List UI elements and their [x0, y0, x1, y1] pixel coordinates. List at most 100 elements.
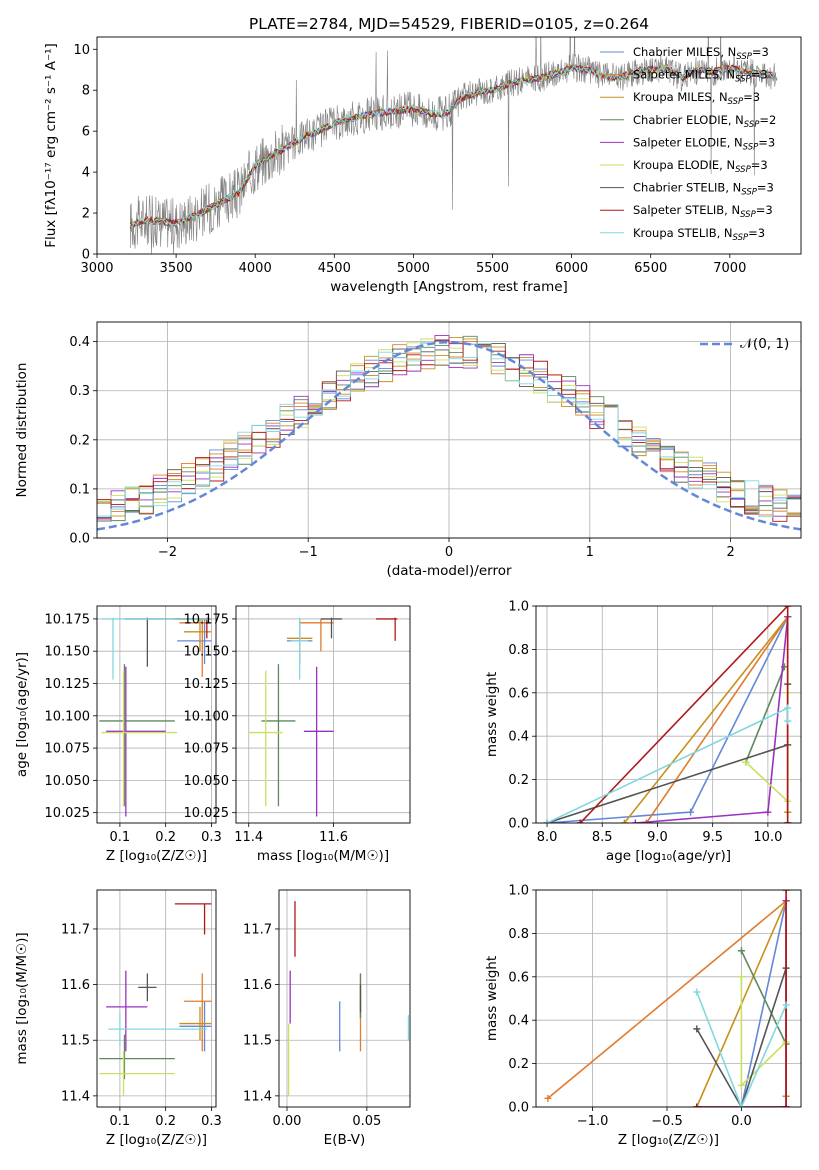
x-tick-label: 11.4 [234, 830, 263, 845]
y-tick-label: 0.0 [69, 532, 90, 547]
x-tick-label: 4500 [318, 261, 351, 276]
x-tick-label: −2 [158, 545, 177, 560]
y-tick-label: 10 [73, 43, 90, 58]
y-tick-label: 10.175 [45, 612, 91, 627]
legend-entry: Salpeter MILES, NSSP=3 [633, 68, 768, 85]
legend-entry: 𝒩(0, 1) [740, 336, 789, 352]
y-axis-label: Normed distribution [14, 363, 30, 498]
y-tick-label: 0.2 [508, 773, 529, 788]
x-tick-label: 0.00 [273, 1114, 302, 1129]
point-marker [693, 988, 701, 996]
y-tick-label: 11.6 [243, 978, 272, 993]
legend-entry: Salpeter ELODIE, NSSP=3 [633, 135, 775, 152]
y-tick-label: 11.4 [61, 1089, 90, 1104]
y-tick-label: 10.025 [45, 806, 91, 821]
y-tick-label: 0.6 [508, 970, 529, 985]
x-tick-label: 1 [586, 545, 594, 560]
x-tick-label: −1.0 [577, 1114, 609, 1129]
y-tick-label: 0.4 [69, 335, 90, 350]
errorbar-point [291, 617, 309, 680]
x-tick-label: 6000 [555, 261, 588, 276]
weight-line-chabrier-stelib [546, 684, 789, 823]
y-tick-label: 0.4 [508, 1014, 529, 1029]
x-tick-label: 5000 [397, 261, 430, 276]
plot-area [99, 617, 212, 817]
y-tick-label: 0.3 [69, 384, 90, 399]
y-tick-label: 0.4 [508, 730, 529, 745]
weight-line-chabrier-stelib [696, 967, 787, 1107]
plot-area [97, 335, 801, 531]
errorbar-point [303, 666, 334, 817]
panel-mass-vs-EBV: 0.00 0.05 11.4 11.5 11.6 11.7 E(B-V) [243, 889, 411, 1148]
panel-spectrum: 3000 3500 4000 4500 5000 5500 6000 6500 7000 0 2 4 6… [43, 36, 802, 295]
y-tick-label: 10.125 [45, 677, 91, 692]
errorbar-point [261, 664, 296, 807]
panel-age-vs-Z: 0.1 0.2 0.3 10.025 10.050 10.075 10.100 10.125 1… [14, 605, 222, 864]
point-marker [737, 1081, 745, 1089]
x-axis-label: mass [log₁₀(M/M☉)] [257, 848, 389, 864]
x-tick-label: 0.0 [731, 1114, 752, 1129]
x-tick-label: 6500 [634, 261, 667, 276]
weight-line-salpeter-stelib [579, 606, 789, 823]
point-marker [782, 1103, 790, 1107]
y-axis-label: mass weight [484, 956, 500, 1041]
plot-area [99, 903, 212, 1096]
y-tick-label: 11.6 [61, 978, 90, 993]
y-tick-label: 10.075 [184, 742, 230, 757]
legend-entry: Kroupa ELODIE, NSSP=3 [633, 158, 768, 175]
y-axis-label: mass [log₁₀(M/M☉)] [14, 932, 30, 1064]
x-tick-label: 0.05 [352, 1114, 381, 1129]
y-tick-label: 2 [82, 207, 90, 222]
errorbar-point [376, 617, 398, 641]
y-tick-label: 1.0 [508, 600, 529, 615]
errorbar-point [177, 618, 212, 665]
axes-frame [96, 321, 802, 539]
axes-frame [235, 605, 411, 824]
point-marker [687, 808, 695, 816]
point-marker [693, 1103, 701, 1107]
y-tick-label: 0.6 [508, 686, 529, 701]
weight-line-salpeter-elodie [635, 616, 789, 823]
point-marker [784, 704, 792, 712]
y-tick-label: 10.075 [45, 742, 91, 757]
weight-line-kroupa-stelib [696, 991, 787, 1107]
y-tick-label: 10.050 [45, 774, 91, 789]
point-marker [784, 819, 792, 823]
x-tick-label: −1 [299, 545, 318, 560]
y-tick-label: 10.125 [184, 677, 230, 692]
y-tick-label: 11.4 [243, 1089, 272, 1104]
x-axis-label: Z [log₁₀(Z/Z☉)] [106, 848, 207, 864]
point-marker [737, 973, 745, 981]
y-tick-label: 10.050 [184, 774, 230, 789]
point-marker [782, 890, 790, 894]
y-tick-label: 6 [82, 125, 90, 140]
y-tick-label: 0.8 [508, 643, 529, 658]
x-tick-label: 8.5 [592, 830, 613, 845]
point-marker [576, 819, 584, 823]
y-tick-label: 1.0 [508, 884, 529, 899]
y-tick-label: 0.8 [508, 927, 529, 942]
y-tick-label: 10.175 [184, 612, 230, 627]
y-tick-label: 8 [82, 84, 90, 99]
axes-frame [278, 889, 411, 1108]
point-marker [742, 758, 750, 766]
x-tick-label: 5500 [476, 261, 509, 276]
errorbar-point [106, 666, 166, 817]
x-axis-label: age [log₁₀(age/yr)] [606, 848, 731, 864]
plot-area [543, 606, 792, 823]
figure-title: PLATE=2784, MJD=54529, FIBERID=0105, z=0… [249, 15, 649, 33]
legend: 𝒩(0, 1) [700, 336, 789, 352]
weight-line-kroupa-stelib [546, 706, 789, 823]
errorbar-point [179, 618, 212, 678]
legend-entry: Chabrier MILES, NSSP=3 [633, 45, 769, 62]
panel-mass-weight-vs-Z: −1.0 −0.5 0.0 0.0 0.2 0.4 0.6 0.8 1.0 Z [log₁₀(Z/… [484, 884, 802, 1148]
errorbar-point [99, 664, 175, 807]
y-axis-label: age [log₁₀(age/yr)] [14, 652, 30, 777]
x-tick-label: 2 [726, 545, 734, 560]
y-tick-label: 11.7 [243, 922, 272, 937]
legend-entry: Chabrier STELIB, NSSP=3 [633, 181, 774, 198]
plot-area [248, 617, 398, 817]
weight-line-salpeter-miles [645, 614, 789, 823]
x-tick-label: 9.0 [647, 830, 668, 845]
